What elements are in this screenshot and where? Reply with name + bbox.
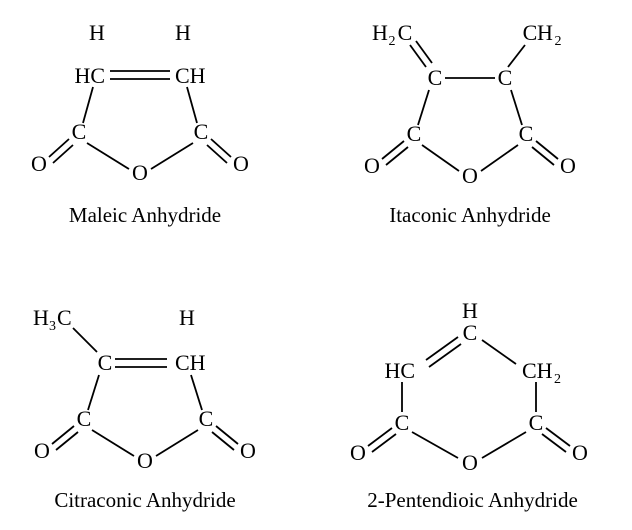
- svg-text:O: O: [240, 438, 256, 463]
- svg-text:H: H: [372, 20, 388, 45]
- svg-text:H: H: [179, 305, 195, 330]
- svg-text:C: C: [72, 119, 87, 144]
- svg-text:C: C: [77, 406, 92, 431]
- caption-maleic: Maleic Anhydride: [15, 203, 275, 228]
- molecule-grid: C C HC CH HC CH H H C C O O O Maleic Anh…: [0, 0, 632, 530]
- svg-text:C: C: [194, 119, 209, 144]
- svg-text:C: C: [498, 65, 513, 90]
- svg-text:3: 3: [49, 319, 56, 334]
- svg-text:O: O: [572, 440, 588, 465]
- molecule-citraconic: H 3 C H C CH C C O O O Citraconic Anhydr…: [5, 290, 285, 513]
- svg-text:H: H: [175, 20, 191, 45]
- structure-maleic: C C HC CH HC CH H H C C O O O: [15, 5, 275, 195]
- svg-text:H: H: [537, 20, 553, 45]
- svg-text:O: O: [350, 440, 366, 465]
- svg-text:O: O: [233, 151, 249, 176]
- svg-text:H: H: [89, 20, 105, 45]
- molecule-itaconic: H 2 C C H 2 C C C C O O O Itaconic Anhyd…: [330, 5, 610, 228]
- svg-text:O: O: [364, 153, 380, 178]
- svg-text:CH: CH: [175, 350, 206, 375]
- svg-text:C: C: [529, 410, 544, 435]
- svg-text:HC: HC: [384, 358, 415, 383]
- svg-text:CH: CH: [522, 358, 553, 383]
- svg-text:O: O: [34, 438, 50, 463]
- caption-pentendioic: 2-Pentendioic Anhydride: [330, 488, 615, 513]
- svg-text:O: O: [462, 163, 478, 188]
- svg-text:C: C: [519, 121, 534, 146]
- svg-text:O: O: [462, 450, 478, 475]
- svg-text:C: C: [57, 305, 72, 330]
- svg-text:HC: HC: [74, 63, 105, 88]
- svg-text:C: C: [98, 350, 113, 375]
- svg-text:2: 2: [389, 34, 396, 49]
- structure-citraconic: H 3 C H C CH C C O O O: [5, 290, 285, 480]
- svg-text:O: O: [132, 160, 148, 185]
- svg-text:C: C: [199, 406, 214, 431]
- svg-text:C: C: [523, 20, 538, 45]
- svg-text:CH: CH: [175, 63, 206, 88]
- caption-itaconic: Itaconic Anhydride: [330, 203, 610, 228]
- svg-text:O: O: [137, 448, 153, 473]
- svg-text:C: C: [395, 410, 410, 435]
- structure-pentendioic: H C HC CH 2 C C O O O: [330, 290, 615, 480]
- molecule-maleic: C C HC CH HC CH H H C C O O O Maleic Anh…: [15, 5, 275, 228]
- caption-citraconic: Citraconic Anhydride: [5, 488, 285, 513]
- svg-text:C: C: [428, 65, 443, 90]
- svg-text:2: 2: [555, 34, 562, 49]
- svg-text:H: H: [33, 305, 49, 330]
- molecule-pentendioic: H C HC CH 2 C C O O O 2-Pentendioic Anhy…: [330, 290, 615, 513]
- svg-text:C: C: [398, 20, 413, 45]
- svg-text:O: O: [31, 151, 47, 176]
- svg-text:C: C: [463, 320, 478, 345]
- structure-itaconic: H 2 C C H 2 C C C C O O O: [330, 5, 610, 195]
- svg-text:O: O: [560, 153, 576, 178]
- svg-text:C: C: [407, 121, 422, 146]
- svg-text:2: 2: [554, 372, 561, 387]
